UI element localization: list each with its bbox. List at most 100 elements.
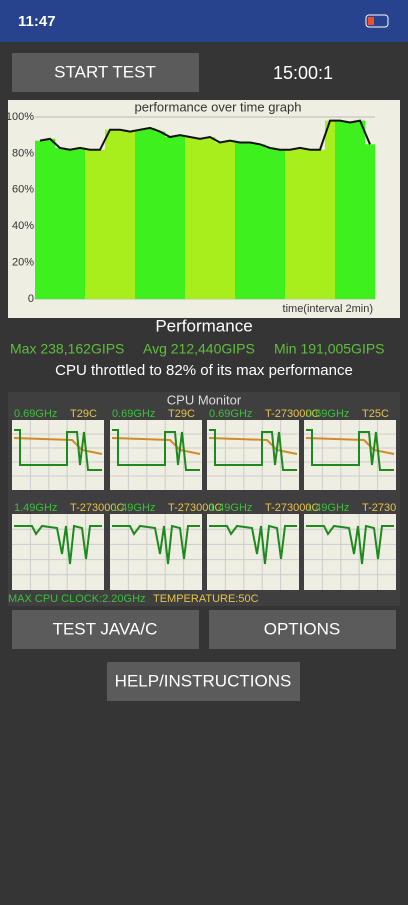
perf-bar xyxy=(155,131,166,299)
throttle-text: CPU throttled to 82% of its max performa… xyxy=(55,362,353,379)
perf-bar xyxy=(145,127,156,299)
perf-bar xyxy=(55,147,66,299)
battery-level xyxy=(368,17,374,25)
core-freq-line xyxy=(209,429,297,471)
core-freq-line xyxy=(14,524,102,565)
core-freq-line xyxy=(112,524,200,565)
perf-bar xyxy=(255,144,266,299)
core-temp-line xyxy=(208,437,298,455)
core-temp-line xyxy=(305,437,395,455)
core-panel xyxy=(12,420,104,490)
perf-bar xyxy=(285,149,296,299)
core-freq: 1.49GHz xyxy=(209,502,252,514)
start-button[interactable] xyxy=(12,53,199,92)
perf-bar xyxy=(335,120,346,299)
perf-bar xyxy=(225,140,236,299)
max-clock: MAX CPU CLOCK:2.20GHz xyxy=(8,593,146,605)
perf-bar xyxy=(115,129,126,299)
perf-bar xyxy=(365,144,376,299)
clock: 11:47 xyxy=(18,13,56,30)
cores: 0.69GHz T29C 0.69GHz T29C 0.69GHz T-273000C0.… xyxy=(12,408,396,590)
core-temp: T29C xyxy=(168,408,195,420)
core-temp: T25C xyxy=(362,408,389,420)
options-button[interactable] xyxy=(209,610,396,649)
test-button[interactable] xyxy=(12,610,199,649)
core-freq-line xyxy=(14,429,102,471)
core-freq: 0.69GHz xyxy=(14,408,57,420)
perf-bar xyxy=(305,149,316,299)
perf-bar xyxy=(125,131,136,299)
perf-bar xyxy=(265,147,276,299)
y-label: 60% xyxy=(12,184,34,196)
core-freq: 0.69GHz xyxy=(306,408,349,420)
test-label[interactable]: TEST JAVA/C xyxy=(53,619,158,638)
perf-bar xyxy=(185,137,196,299)
graph-title: performance over time graph xyxy=(135,99,302,114)
perf-bar xyxy=(205,137,216,299)
core-temp: T-2730 xyxy=(362,502,396,514)
perf-bar xyxy=(135,129,146,299)
status-bar xyxy=(0,0,408,42)
perf-bar xyxy=(95,149,106,299)
core-temp: T-273000C xyxy=(265,408,319,420)
core-temp: T-273000C xyxy=(168,502,222,514)
perf-bar xyxy=(195,138,206,299)
perf-title: Performance xyxy=(155,316,252,335)
perf-line xyxy=(39,119,371,151)
core-panel xyxy=(110,420,202,490)
perf-bar xyxy=(355,120,366,299)
battery xyxy=(365,14,389,28)
y-label: 40% xyxy=(12,220,34,232)
perf-bar xyxy=(45,138,56,299)
perf-bar xyxy=(345,122,356,300)
graph: 100% 80% 60% 40% 20% 0 xyxy=(6,111,376,305)
perf-bar xyxy=(245,142,256,299)
core-temp: T-273000C xyxy=(265,502,319,514)
core-freq: 1.49GHz xyxy=(14,502,57,514)
temperature: TEMPERATURE:50C xyxy=(153,593,259,605)
perf-bar xyxy=(325,120,336,299)
start-label[interactable]: START TEST xyxy=(54,62,156,81)
perf-min: Min 191,005GIPS xyxy=(274,341,385,357)
perf-bar xyxy=(75,147,86,299)
y-label: 20% xyxy=(12,257,34,269)
perf-bar xyxy=(295,147,306,299)
core-freq-line xyxy=(209,524,297,565)
perf-bar xyxy=(315,149,326,299)
core-temp-line xyxy=(111,437,201,455)
perf-max: Max 238,162GIPS xyxy=(10,341,124,357)
core-temp: T-273000C xyxy=(70,502,124,514)
y-label: 80% xyxy=(12,147,34,159)
cpu-title: CPU Monitor xyxy=(167,392,242,407)
core-freq: 1.49GHz xyxy=(112,502,155,514)
perf-bar xyxy=(65,149,76,299)
y-label: 0 xyxy=(28,293,34,305)
core-temp: T29C xyxy=(70,408,97,420)
core-freq-line xyxy=(306,524,394,565)
core-freq: 0.69GHz xyxy=(209,408,252,420)
core-panel xyxy=(207,420,299,490)
perf-bar xyxy=(35,140,46,299)
help-button[interactable] xyxy=(107,662,300,701)
perf-bar xyxy=(175,135,186,299)
perf-bar xyxy=(165,137,176,299)
help-label[interactable]: HELP/INSTRUCTIONS xyxy=(115,671,292,690)
perf-bar xyxy=(105,129,116,299)
core-panel xyxy=(304,420,396,490)
perf-bar xyxy=(235,142,246,299)
options-label[interactable]: OPTIONS xyxy=(264,619,341,638)
perf-bar xyxy=(215,142,226,299)
x-label: time(interval 2min) xyxy=(283,303,373,315)
core-freq-line xyxy=(112,429,200,471)
perf-avg: Avg 212,440GIPS xyxy=(143,341,255,357)
y-label: 100% xyxy=(6,111,34,123)
perf-bar xyxy=(275,149,286,299)
core-freq: 0.69GHz xyxy=(112,408,155,420)
perf-bar xyxy=(85,149,96,299)
core-freq-line xyxy=(306,429,394,471)
timer: 15:00:1 xyxy=(273,63,333,83)
core-temp-line xyxy=(13,437,103,455)
core-freq: 1.49GHz xyxy=(306,502,349,514)
